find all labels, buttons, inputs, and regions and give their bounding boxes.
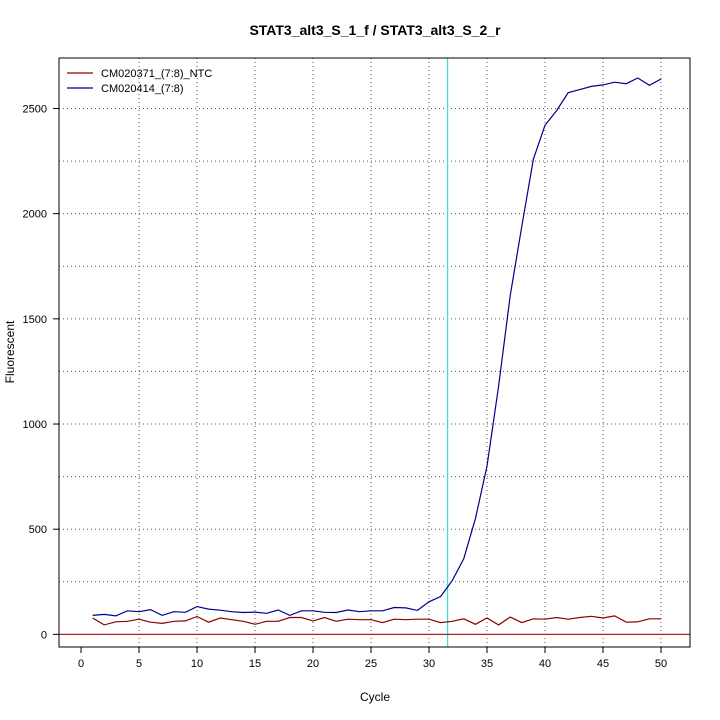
x-axis: 0 5 10 15 20 25 30 35 40 45 50 bbox=[78, 646, 667, 670]
plot-frame bbox=[58, 57, 691, 648]
grid-lines bbox=[59, 58, 690, 647]
y-tick-label: 1000 bbox=[23, 419, 47, 431]
series-line-2 bbox=[92, 77, 662, 617]
legend-label-2: CM020414_(7:8) bbox=[101, 83, 184, 95]
legend: CM020371_(7:8)_NTC CM020414_(7:8) bbox=[67, 68, 212, 95]
reference-lines bbox=[59, 58, 690, 647]
legend-label-1: CM020371_(7:8)_NTC bbox=[101, 68, 212, 80]
y-tick-label: 1500 bbox=[23, 314, 47, 326]
y-tick-label: 500 bbox=[29, 524, 47, 536]
x-tick-label: 20 bbox=[307, 658, 319, 670]
x-tick-label: 0 bbox=[78, 658, 84, 670]
x-tick-label: 25 bbox=[365, 658, 377, 670]
y-tick-label: 0 bbox=[41, 629, 47, 641]
series-lines bbox=[92, 77, 662, 626]
y-axis: 0 500 1000 1500 2000 2500 bbox=[23, 103, 60, 641]
x-tick-label: 40 bbox=[539, 658, 551, 670]
x-tick-label: 45 bbox=[597, 658, 609, 670]
x-axis-label: Cycle bbox=[360, 690, 390, 704]
y-axis-label: Fluorescent bbox=[3, 320, 17, 383]
x-tick-label: 35 bbox=[481, 658, 493, 670]
x-tick-label: 15 bbox=[249, 658, 261, 670]
x-tick-label: 10 bbox=[191, 658, 203, 670]
y-tick-label: 2500 bbox=[23, 103, 47, 115]
x-tick-label: 5 bbox=[136, 658, 142, 670]
x-tick-label: 50 bbox=[655, 658, 667, 670]
series-line-1 bbox=[92, 615, 661, 626]
chart-title: STAT3_alt3_S_1_f / STAT3_alt3_S_2_r bbox=[249, 22, 501, 38]
y-tick-label: 2000 bbox=[23, 209, 47, 221]
x-tick-label: 30 bbox=[423, 658, 435, 670]
